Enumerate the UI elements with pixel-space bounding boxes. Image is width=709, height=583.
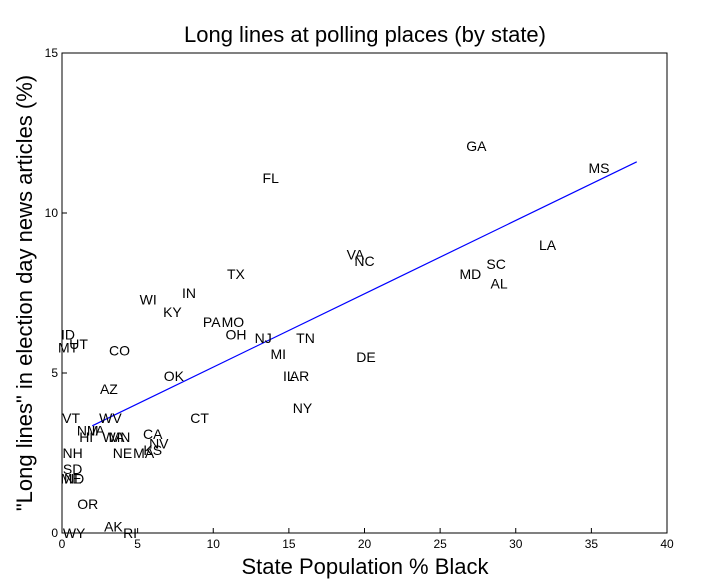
data-point-mo: MO: [222, 314, 245, 330]
data-point-nd: ND: [64, 471, 84, 487]
data-point-ct: CT: [190, 410, 209, 426]
data-point-or: OR: [77, 496, 98, 512]
data-point-nh: NH: [62, 445, 82, 461]
data-point-mt: MT: [58, 339, 79, 355]
x-tick-label: 15: [282, 537, 296, 551]
data-point-co: CO: [109, 343, 130, 359]
data-point-ky: KY: [163, 304, 182, 320]
data-point-ne: NE: [113, 445, 132, 461]
data-point-oh: OH: [225, 327, 246, 343]
x-tick-label: 40: [660, 537, 674, 551]
data-point-ri: RI: [123, 525, 137, 541]
y-axis-label: "Long lines" in election day news articl…: [12, 75, 37, 511]
y-tick-label: 10: [45, 206, 59, 220]
data-point-va: VA: [347, 247, 365, 263]
data-point-nv: NV: [149, 435, 169, 451]
data-point-ok: OK: [164, 368, 185, 384]
data-point-ca: CA: [143, 426, 163, 442]
data-point-md: MD: [459, 266, 481, 282]
data-point-wy: WY: [63, 525, 86, 541]
x-tick-label: 35: [585, 537, 599, 551]
y-tick-label: 15: [45, 46, 59, 60]
data-point-ga: GA: [466, 138, 487, 154]
y-axis-ticks: 0 5 10 15: [45, 46, 67, 540]
x-tick-label: 30: [509, 537, 523, 551]
x-axis-ticks: 0 5 10 15 20 25 30 35 40: [59, 528, 674, 551]
x-tick-label: 5: [134, 537, 141, 551]
data-point-az: AZ: [100, 381, 118, 397]
data-point-ms: MS: [588, 160, 609, 176]
data-point-pa: PA: [203, 314, 221, 330]
x-tick-label: 10: [207, 537, 221, 551]
y-tick-label: 5: [51, 366, 58, 380]
data-point-id: ID: [61, 327, 75, 343]
data-point-tx: TX: [227, 266, 246, 282]
data-point-me: ME: [61, 471, 82, 487]
data-point-wi: WI: [140, 291, 157, 307]
trend-line: [91, 161, 638, 427]
data-point-ar: AR: [290, 368, 309, 384]
data-point-ks: KS: [143, 442, 162, 458]
y-tick-label: 0: [51, 526, 58, 540]
data-point-ma: MA: [133, 445, 155, 461]
data-point-ia: IA: [92, 423, 106, 439]
data-point-ut: UT: [69, 336, 88, 352]
data-point-il: IL: [283, 368, 295, 384]
data-point-sc: SC: [486, 256, 505, 272]
data-point-mi: MI: [271, 346, 287, 362]
x-axis-label: State Population % Black: [241, 554, 489, 579]
x-tick-label: 25: [433, 537, 447, 551]
data-point-ny: NY: [293, 400, 313, 416]
data-point-mn: MN: [109, 429, 131, 445]
data-point-fl: FL: [263, 170, 280, 186]
data-point-de: DE: [356, 349, 375, 365]
data-point-hi: HI: [79, 429, 93, 445]
data-point-tn: TN: [296, 330, 315, 346]
data-point-al: AL: [491, 275, 508, 291]
data-point-nj: NJ: [255, 330, 272, 346]
x-tick-label: 0: [59, 537, 66, 551]
data-point-la: LA: [539, 237, 557, 253]
data-point-in: IN: [182, 285, 196, 301]
data-point-wa: WA: [102, 429, 125, 445]
x-tick-label: 20: [358, 537, 372, 551]
data-point-vt: VT: [62, 410, 80, 426]
data-point-sd: SD: [63, 461, 82, 477]
data-point-nm: NM: [77, 423, 99, 439]
data-point-ak: AK: [104, 519, 123, 535]
data-point-wv: WV: [99, 410, 122, 426]
chart-title: Long lines at polling places (by state): [184, 22, 546, 47]
data-point-nc: NC: [354, 253, 374, 269]
